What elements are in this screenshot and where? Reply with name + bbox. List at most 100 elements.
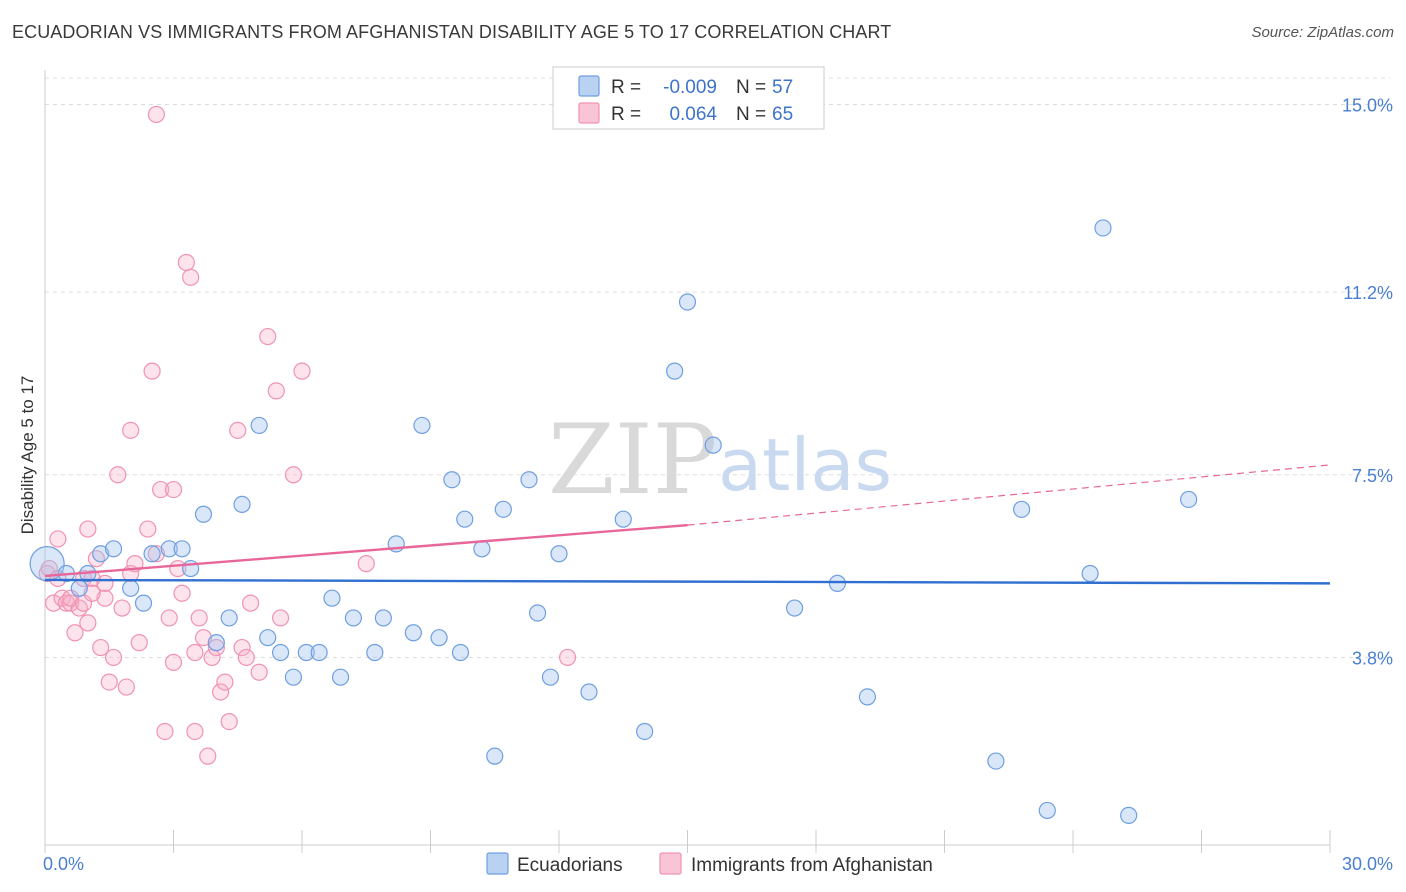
ecuadorian-point-22	[323, 589, 341, 607]
legend-swatch-afghanistan	[578, 102, 600, 124]
bottom-legend-afghanistan: Immigrants from Afghanistan	[691, 855, 933, 876]
afghanistan-point-2	[44, 594, 63, 612]
ecuadorian-point-5	[104, 540, 123, 558]
afghanistan-point-18	[104, 648, 123, 667]
afghanistan-point-58	[147, 105, 165, 124]
ecuadorian-point-50	[987, 752, 1005, 770]
afghanistan-point-19	[109, 466, 127, 484]
afghanistan-point-3	[49, 530, 67, 548]
ecuadorian-point-12	[194, 505, 213, 523]
afghanistan-point-36	[186, 643, 204, 662]
afghanistan-point-31	[164, 480, 183, 499]
x-tick-label-1: 30.0%	[1342, 854, 1393, 874]
afghanistan-point-33	[173, 584, 191, 602]
ecuadorian-point-35	[486, 747, 504, 765]
ecuadorian-point-51	[1012, 500, 1031, 518]
afghanistan-point-16	[96, 589, 114, 607]
afghanistan-point-23	[122, 421, 140, 439]
afghanistan-point-11	[79, 520, 97, 538]
afghanistan-point-38	[190, 609, 208, 627]
afghanistan-point-21	[117, 678, 135, 696]
y-tick-label-2: 11.2%	[1343, 283, 1393, 303]
legend-r-label-2: R =	[611, 104, 641, 125]
ecuadorian-point-10	[173, 540, 191, 558]
ecuadorian-point-56	[1180, 490, 1198, 509]
ecuadorian-point-6	[122, 579, 140, 597]
ecuadorian-point-2	[70, 579, 88, 597]
legend-swatch-ecuadorians	[578, 75, 600, 97]
afghanistan-point-64	[164, 653, 183, 671]
ecuadorian-point-9	[160, 540, 178, 558]
ecuadorian-point-39	[528, 604, 547, 622]
ecuadorian-point-18	[271, 643, 290, 662]
trend-lines	[44, 464, 1331, 585]
legend-n-value-1: 57	[772, 77, 793, 98]
ecuadorian-point-36	[494, 500, 512, 518]
x-tick-labels: 0.0% 30.0%	[43, 854, 1393, 874]
ecuadorian-point-16	[250, 416, 268, 435]
ecuadorian-point-23	[331, 668, 350, 686]
legend: R = -0.009 N = 57 R = 0.064 N = 65	[552, 66, 825, 130]
axes	[44, 70, 1331, 853]
ecuadorian-point-14	[220, 609, 238, 627]
legend-r-value-1: -0.009	[663, 77, 717, 98]
watermark-zip: ZIP	[548, 404, 717, 516]
afghanistan-point-46	[229, 421, 247, 439]
ecuadorian-point-48	[828, 574, 847, 592]
afghanistan-point-62	[83, 584, 101, 602]
ecuadorian-point-52	[1038, 801, 1056, 820]
ecuadorian-point-32	[451, 643, 470, 662]
afghanistan-point-56	[357, 555, 375, 573]
bottom-legend-ecuadorians: Ecuadorians	[517, 855, 623, 876]
afghanistan-point-44	[216, 673, 234, 691]
afghanistan-point-45	[220, 712, 238, 731]
ecuadorian-point-28	[404, 624, 422, 642]
ecuadorian-point-33	[456, 510, 474, 528]
afghanistan-point-39	[194, 629, 213, 647]
afghanistan-point-20	[113, 599, 131, 617]
ecuadorian-point-46	[704, 436, 722, 454]
ecuadorian-point-13	[207, 634, 225, 652]
afghanistan-point-52	[267, 382, 285, 400]
afghanistan-point-30	[160, 609, 178, 627]
afghanistan-point-42	[207, 638, 225, 657]
chart-source: Source: ZipAtlas.com	[1251, 24, 1394, 41]
y-tick-label-0: 3.8%	[1352, 648, 1393, 668]
afghanistan-point-17	[100, 673, 118, 691]
afghanistan-point-27	[147, 545, 165, 563]
legend-n-label-1: N =	[736, 77, 766, 98]
afghanistan-point-34	[177, 253, 195, 272]
ecuadorian-point-29	[413, 416, 431, 435]
trend-line-0	[44, 578, 1331, 585]
ecuadorian-point-49	[858, 688, 877, 706]
bottom-legend: Ecuadorians Immigrants from Afghanistan	[486, 852, 933, 876]
ecuadorian-point-30	[430, 629, 448, 647]
trend-line-1	[44, 523, 688, 578]
ecuadorian-point-41	[580, 683, 598, 701]
y-tick-label-3: 15.0%	[1342, 96, 1393, 116]
afghanistan-point-24	[130, 634, 148, 652]
watermark-atlas: atlas	[718, 423, 892, 507]
ecuadorian-point-8	[143, 545, 161, 563]
ecuadorian-point-55	[1120, 806, 1138, 824]
afghanistan-point-40	[199, 747, 217, 765]
ecuadorian-point-42	[614, 510, 632, 528]
ecuadorian-point-44	[666, 362, 684, 380]
ecuadorian-point-17	[259, 629, 277, 647]
afghanistan-point-7	[66, 624, 84, 642]
watermark: ZIP atlas	[548, 404, 892, 516]
ecuadorian-points	[29, 219, 1198, 824]
ecuadorian-point-20	[297, 643, 315, 662]
afghanistan-point-28	[152, 480, 170, 499]
y-tick-label-1: 7.5%	[1352, 466, 1393, 486]
ecuadorian-point-24	[344, 609, 362, 627]
ecuadorian-point-31	[443, 471, 461, 489]
afghanistan-point-51	[259, 327, 277, 346]
legend-r-value-2: 0.064	[669, 104, 717, 125]
ecuadorian-point-43	[636, 722, 654, 741]
chart-title: ECUADORIAN VS IMMIGRANTS FROM AFGHANISTA…	[12, 22, 892, 42]
ecuadorian-point-54	[1094, 219, 1112, 237]
ecuadorian-point-40	[550, 545, 568, 563]
afghanistan-point-50	[250, 663, 268, 681]
